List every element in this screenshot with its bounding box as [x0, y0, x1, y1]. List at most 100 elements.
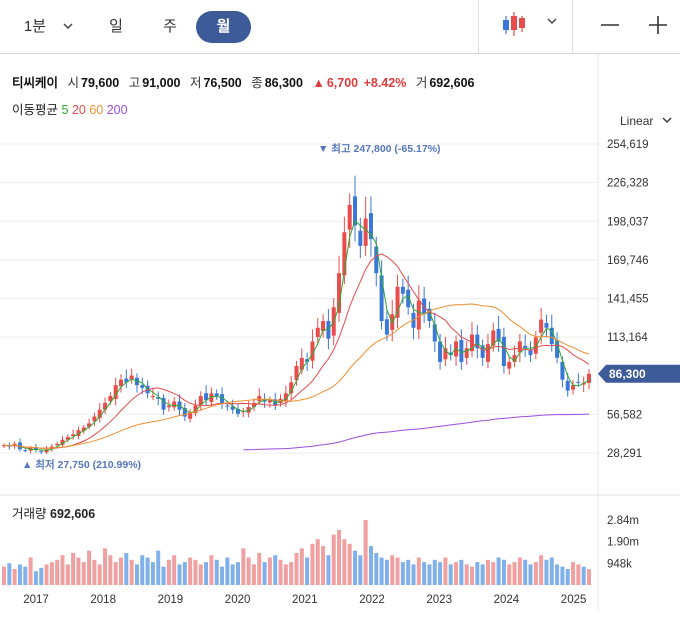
volume-bar: [230, 564, 235, 585]
volume-bar: [422, 562, 427, 585]
volume-bar: [523, 559, 528, 585]
volume-bar: [395, 557, 400, 585]
volume-bar: [145, 557, 150, 585]
x-tick-label: 2024: [494, 594, 520, 606]
candle: [113, 385, 118, 399]
candle: [347, 204, 352, 230]
low-value: 76,500: [203, 76, 242, 90]
candle: [480, 345, 485, 358]
candle: [406, 289, 411, 308]
volume-bar: [156, 550, 161, 585]
candle: [267, 400, 272, 403]
candle: [571, 385, 576, 390]
candle: [560, 361, 565, 380]
volume-bar: [257, 552, 262, 585]
scale-mode-label: Linear: [620, 114, 654, 128]
volume-bar: [2, 566, 6, 585]
candle: [166, 405, 171, 408]
candle: [193, 405, 198, 414]
candle: [2, 445, 6, 447]
volume-bar: [454, 562, 459, 585]
candle: [384, 319, 389, 335]
volume-bar: [182, 562, 187, 585]
candle: [188, 412, 193, 419]
candle: [337, 273, 342, 313]
toolbar: 1분 일 주 월: [0, 0, 680, 54]
volume-bar: [390, 555, 395, 585]
volume-bar: [565, 568, 570, 585]
interval-selector[interactable]: 1분: [23, 18, 47, 35]
candle: [512, 355, 517, 362]
candle: [103, 402, 108, 410]
candle: [76, 430, 81, 437]
up-arrow-icon: ▲: [312, 76, 325, 90]
candle: [87, 423, 92, 427]
candle: [92, 416, 97, 422]
volume-bar: [480, 564, 485, 585]
volume-bar: [23, 566, 28, 585]
candle: [60, 439, 65, 445]
volume-bar: [129, 559, 134, 585]
volume-tick-label: 1.90m: [607, 537, 639, 549]
volume-label: 거: [415, 76, 428, 90]
candle: [172, 401, 177, 408]
volume-bar: [459, 559, 464, 585]
volume-bar: [507, 564, 512, 585]
candle: [156, 397, 161, 399]
volume-bar: [236, 562, 240, 585]
candle: [395, 286, 400, 318]
volume-bar: [12, 568, 17, 585]
candle: [134, 377, 139, 386]
x-tick-label: 2022: [359, 594, 385, 606]
candle: [220, 394, 225, 403]
candle: [198, 396, 203, 405]
open-value: 79,600: [81, 76, 120, 90]
volume-bar: [108, 555, 113, 585]
candle: [353, 196, 357, 226]
tab-month[interactable]: 월: [196, 11, 251, 43]
scale-mode-selector[interactable]: Linear: [620, 114, 673, 128]
candle: [549, 327, 554, 345]
volume-bar: [65, 564, 70, 585]
candle: [565, 380, 570, 391]
volume-bar: [347, 543, 352, 585]
moving-average-line-20: [3, 253, 590, 449]
volume-bar: [251, 564, 256, 585]
high-label: 고: [128, 76, 141, 90]
candle: [533, 337, 538, 354]
candle: [539, 319, 544, 333]
volume-bar: [177, 564, 182, 585]
volume-bar: [150, 562, 155, 585]
volume-bar: [400, 562, 405, 585]
chart-type-button[interactable]: [478, 0, 572, 53]
candle: [438, 341, 443, 362]
candle: [358, 230, 363, 246]
open-label: 시: [67, 76, 80, 90]
plus-icon[interactable]: [649, 16, 667, 34]
chevron-down-icon[interactable]: [62, 20, 74, 35]
candle: [507, 361, 512, 369]
candle: [432, 324, 437, 342]
candle: [65, 437, 70, 440]
tab-week[interactable]: 주: [163, 18, 177, 35]
price-summary: 티씨케이 시 79,600 고 91,000 저 76,500 종 86,300 ▲ 6,…: [12, 72, 481, 91]
candle: [33, 447, 38, 450]
volume-bar: [305, 557, 310, 585]
volume-bar: [331, 534, 336, 585]
candle: [315, 327, 320, 337]
x-tick-label: 2020: [225, 594, 251, 606]
candle: [251, 402, 256, 407]
volume-bar: [379, 557, 384, 585]
volume-bar: [267, 557, 272, 585]
candle: [491, 330, 496, 346]
volume-bar: [220, 566, 225, 585]
candle: [448, 352, 453, 356]
candle: [422, 298, 427, 315]
volume-bar: [427, 564, 432, 585]
candle: [225, 405, 230, 407]
volume-bar: [475, 562, 480, 585]
candle: [299, 357, 304, 370]
volume-bar: [140, 555, 145, 585]
tab-day[interactable]: 일: [109, 18, 123, 35]
